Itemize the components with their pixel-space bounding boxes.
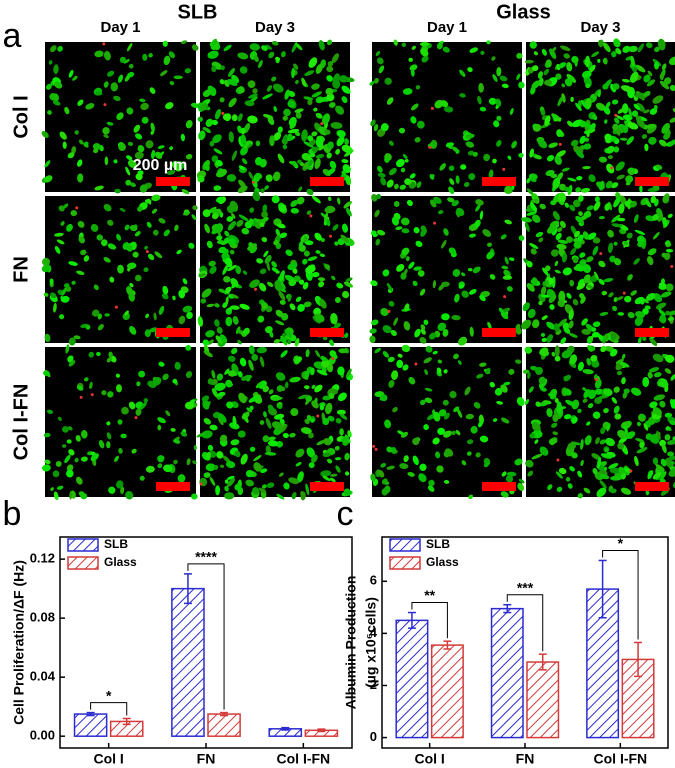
scale-bar bbox=[310, 482, 344, 491]
panel-label: b bbox=[3, 495, 22, 533]
row-label: FN bbox=[10, 256, 32, 283]
significance-bracket bbox=[187, 563, 225, 710]
micrograph bbox=[196, 344, 354, 501]
x-tick-label: Col I-FN bbox=[277, 751, 331, 767]
micrograph bbox=[524, 38, 675, 196]
micrograph bbox=[42, 344, 198, 501]
significance-bracket bbox=[411, 602, 448, 639]
micrograph bbox=[369, 193, 525, 346]
y-tick-label: 2 bbox=[370, 677, 377, 692]
x-tick-label: Col I bbox=[414, 751, 444, 767]
legend-label: SLB bbox=[104, 537, 128, 551]
y-tick-label: 0.12 bbox=[30, 551, 55, 566]
significance-bracket bbox=[602, 549, 639, 640]
significance-label: * bbox=[106, 687, 112, 703]
x-tick-label: FN bbox=[197, 751, 216, 767]
scale-bar bbox=[635, 177, 669, 186]
group-title: Glass bbox=[496, 1, 550, 23]
error-bar bbox=[443, 640, 452, 650]
y-axis-label: Albumin Production bbox=[343, 576, 359, 710]
row-label: Col I bbox=[10, 95, 32, 138]
y-axis-label: (µg x10⁶cells) bbox=[363, 597, 379, 688]
x-tick-label: Col I-FN bbox=[594, 751, 648, 767]
row-label: Col I-FN bbox=[10, 384, 32, 461]
panel-label: a bbox=[3, 17, 22, 55]
error-bar bbox=[86, 711, 95, 717]
significance-bracket bbox=[90, 702, 128, 716]
panel-label: c bbox=[337, 495, 354, 533]
legend-swatch bbox=[67, 556, 99, 570]
error-bar bbox=[122, 717, 131, 726]
error-bar bbox=[503, 603, 512, 614]
micrograph bbox=[522, 344, 675, 499]
error-bar bbox=[317, 728, 326, 733]
legend-swatch bbox=[67, 538, 99, 552]
significance-label: ** bbox=[424, 587, 435, 603]
error-bar bbox=[407, 611, 416, 629]
y-tick-label: 0.00 bbox=[30, 728, 55, 743]
significance-label: **** bbox=[195, 549, 217, 565]
legend-label: Glass bbox=[426, 555, 459, 569]
error-bar bbox=[538, 653, 547, 671]
legend-label: SLB bbox=[426, 537, 450, 551]
scale-bar bbox=[310, 177, 344, 186]
bar bbox=[73, 713, 108, 737]
scale-bar bbox=[482, 328, 516, 337]
day-label: Day 1 bbox=[100, 19, 140, 36]
scale-bar bbox=[635, 328, 669, 337]
scale-bar bbox=[310, 328, 344, 337]
micrograph bbox=[41, 194, 198, 346]
y-tick-label: 0.04 bbox=[30, 669, 56, 684]
y-axis-label: Cell Proliferation/ΔF (Hz) bbox=[11, 560, 27, 725]
y-tick-label: 6 bbox=[370, 573, 377, 588]
significance-label: *** bbox=[517, 579, 534, 595]
legend-swatch bbox=[389, 556, 421, 570]
micrograph bbox=[196, 38, 355, 196]
micrograph bbox=[41, 40, 200, 195]
scale-bar bbox=[482, 482, 516, 491]
bar bbox=[526, 661, 560, 739]
bar bbox=[395, 619, 429, 739]
micrograph bbox=[370, 344, 525, 500]
bar bbox=[171, 587, 205, 737]
scale-bar bbox=[635, 482, 669, 491]
scale-bar bbox=[156, 328, 190, 337]
day-label: Day 3 bbox=[255, 19, 295, 36]
scale-bar bbox=[156, 482, 190, 491]
group-title: SLB bbox=[178, 1, 218, 23]
day-label: Day 1 bbox=[427, 19, 467, 36]
micrograph bbox=[369, 39, 525, 194]
scale-bar-label: 200 µm bbox=[133, 157, 188, 174]
significance-label: * bbox=[618, 535, 624, 551]
bar bbox=[207, 713, 241, 737]
scale-bar bbox=[482, 177, 516, 186]
error-bar bbox=[598, 559, 607, 619]
scale-bar bbox=[156, 177, 190, 186]
bar bbox=[490, 607, 524, 739]
x-tick-label: FN bbox=[516, 751, 535, 767]
significance-bracket bbox=[506, 594, 544, 652]
error-bar bbox=[634, 641, 643, 678]
y-tick-label: 0.08 bbox=[30, 610, 55, 625]
error-bar bbox=[183, 573, 192, 605]
error-bar bbox=[220, 711, 229, 717]
bar bbox=[430, 644, 464, 739]
micrograph bbox=[197, 191, 355, 347]
legend-swatch bbox=[389, 538, 421, 552]
x-tick-label: Col I bbox=[93, 751, 123, 767]
legend-label: Glass bbox=[104, 555, 137, 569]
error-bar bbox=[281, 726, 290, 731]
micrograph bbox=[521, 192, 675, 347]
y-tick-label: 0 bbox=[370, 729, 377, 744]
y-tick-label: 4 bbox=[370, 625, 378, 640]
day-label: Day 3 bbox=[580, 19, 620, 36]
